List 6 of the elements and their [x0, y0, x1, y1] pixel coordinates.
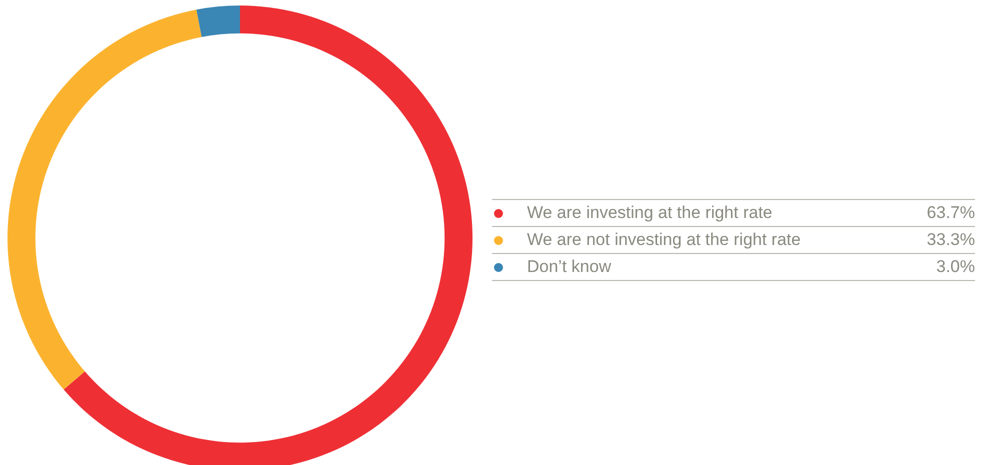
- data-label: 33.3%: [926, 230, 975, 250]
- legend-label: We are investing at the right rate: [527, 203, 774, 223]
- legend-label: We are not investing at the right rate: [527, 230, 802, 250]
- data-label: 63.7%: [926, 203, 975, 223]
- legend-label: Don’t know: [527, 257, 612, 277]
- data-label: 3.0%: [936, 257, 975, 277]
